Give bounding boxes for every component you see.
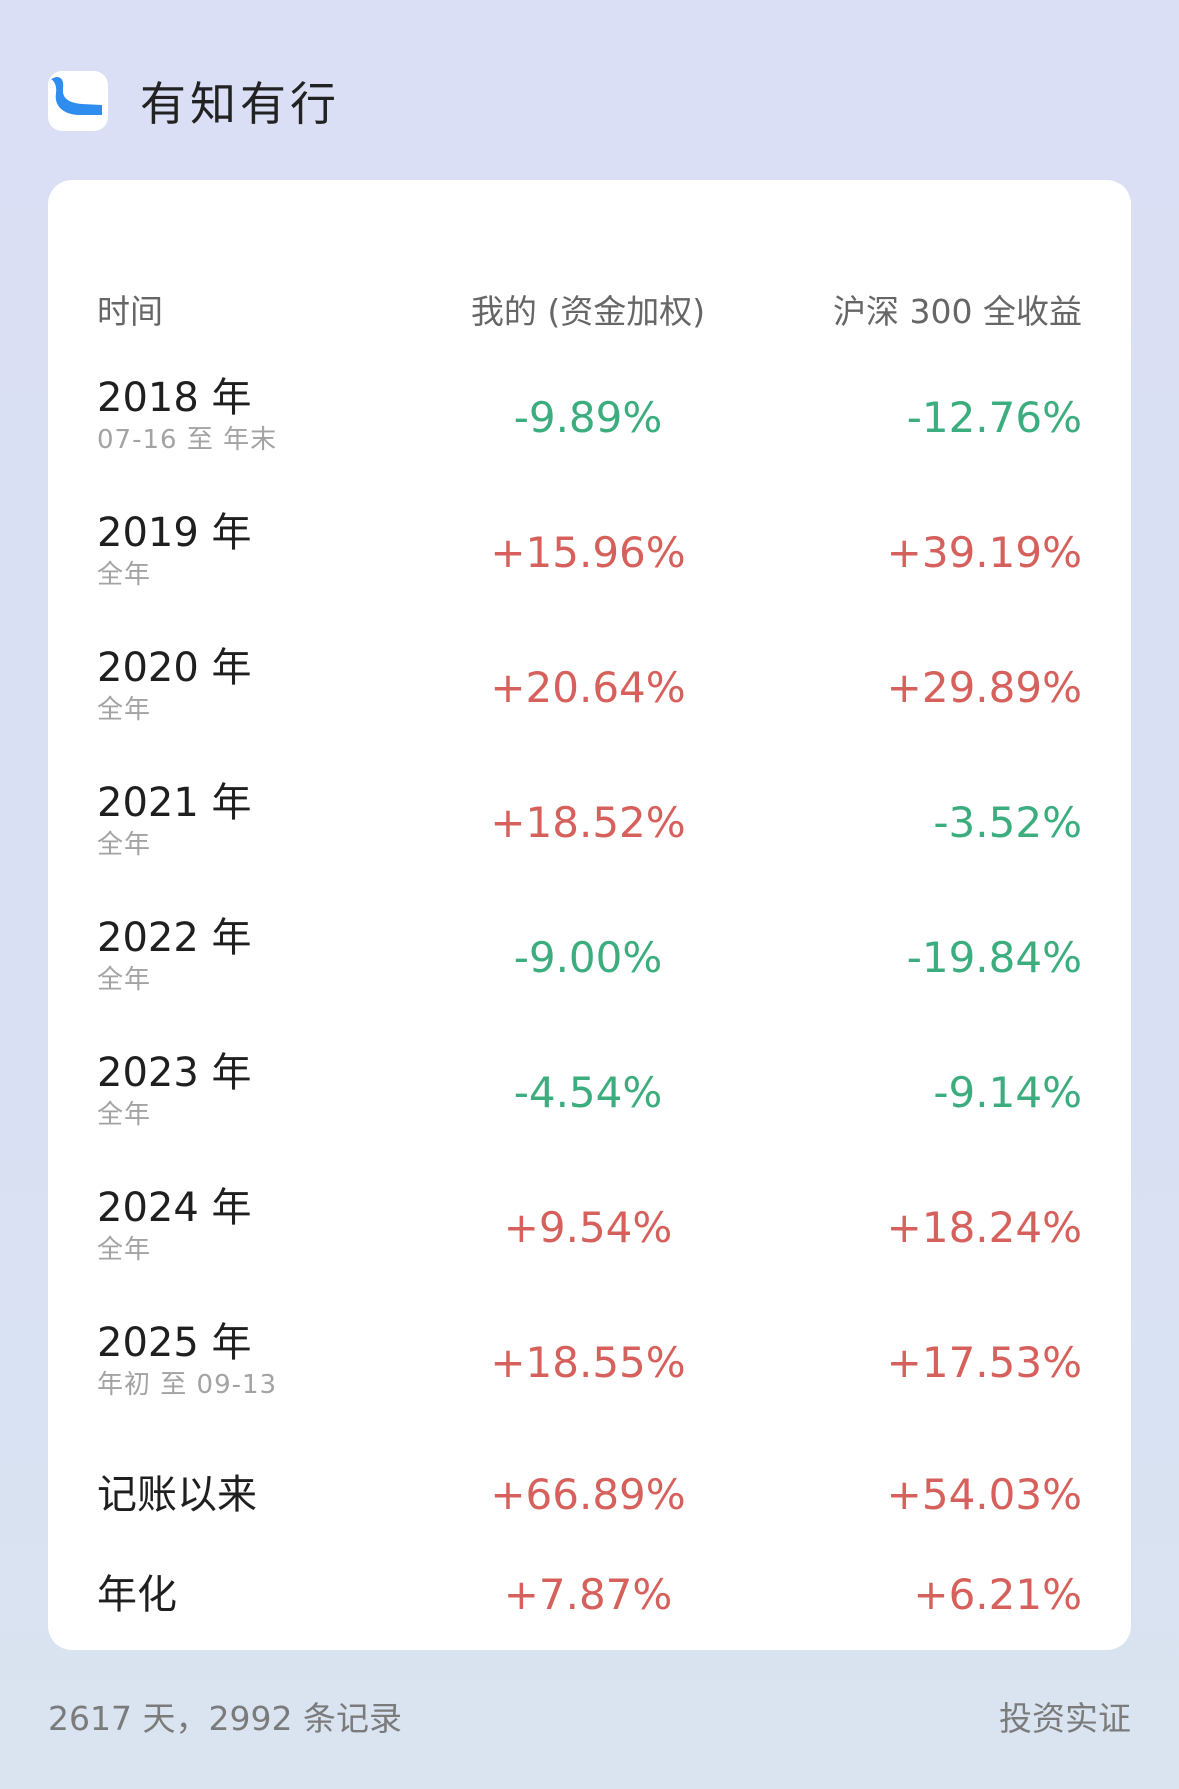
row-benchmark-return: +18.24% — [886, 1203, 1082, 1252]
returns-card: 时间 我的 (资金加权) 沪深 300 全收益 2018 年 07-16 至 年末… — [48, 180, 1131, 1650]
row-benchmark-return: +29.89% — [886, 663, 1082, 712]
row-benchmark-return: +39.19% — [886, 528, 1082, 577]
row-range: 全年 — [97, 965, 152, 995]
summary-benchmark-return: +54.03% — [886, 1470, 1082, 1519]
app-logo — [48, 71, 108, 131]
row-range: 全年 — [97, 695, 152, 725]
table-row: 2021 年全年 +18.52% -3.52% — [48, 780, 1131, 880]
header-period: 时间 — [97, 292, 163, 331]
row-year: 2025 年 — [97, 1320, 252, 1366]
app-title: 有知有行 — [140, 77, 340, 131]
table-row: 2025 年年初 至 09-13 +18.55% +17.53% — [48, 1320, 1131, 1420]
table-row: 2023 年全年 -4.54% -9.14% — [48, 1050, 1131, 1150]
row-year: 2018 年 — [97, 375, 252, 421]
row-mine-return: +18.52% — [490, 798, 686, 847]
row-benchmark-return: -9.14% — [933, 1068, 1082, 1117]
row-mine-return: -4.54% — [513, 1068, 663, 1117]
table-row: 2022 年全年 -9.00% -19.84% — [48, 915, 1131, 1015]
row-year: 2022 年 — [97, 915, 252, 961]
summary-label: 年化 — [97, 1572, 177, 1618]
row-mine-return: +15.96% — [490, 528, 686, 577]
row-range: 全年 — [97, 1235, 152, 1265]
river-logo-icon — [51, 77, 102, 115]
row-year: 2019 年 — [97, 510, 252, 556]
row-benchmark-return: +17.53% — [886, 1338, 1082, 1387]
row-range: 全年 — [97, 1100, 152, 1130]
summary-row: 记账以来 +66.89% +54.03% — [48, 1472, 1131, 1572]
record-stats: 2617 天，2992 条记录 — [48, 1699, 402, 1738]
row-benchmark-return: -19.84% — [906, 933, 1082, 982]
table-row: 2019 年全年 +15.96% +39.19% — [48, 510, 1131, 610]
summary-mine-return: +66.89% — [490, 1470, 686, 1519]
row-range: 07-16 至 年末 — [97, 425, 278, 455]
row-year: 2020 年 — [97, 645, 252, 691]
summary-label: 记账以来 — [97, 1472, 257, 1518]
table-row: 2020 年全年 +20.64% +29.89% — [48, 645, 1131, 745]
row-benchmark-return: -3.52% — [933, 798, 1082, 847]
row-year: 2023 年 — [97, 1050, 252, 1096]
header-benchmark: 沪深 300 全收益 — [833, 292, 1082, 331]
summary-benchmark-return: +6.21% — [913, 1570, 1082, 1619]
row-mine-return: -9.89% — [513, 393, 663, 442]
row-mine-return: +18.55% — [490, 1338, 686, 1387]
row-mine-return: +9.54% — [503, 1203, 673, 1252]
header-mine: 我的 (资金加权) — [470, 292, 706, 331]
table-row: 2024 年全年 +9.54% +18.24% — [48, 1185, 1131, 1285]
table-row: 2018 年 07-16 至 年末 -9.89% -12.76% — [48, 375, 1131, 475]
row-benchmark-return: -12.76% — [906, 393, 1082, 442]
row-year: 2021 年 — [97, 780, 252, 826]
row-year: 2024 年 — [97, 1185, 252, 1231]
brand-label: 投资实证 — [999, 1699, 1131, 1738]
row-range: 全年 — [97, 830, 152, 860]
summary-row: 年化 +7.87% +6.21% — [48, 1572, 1131, 1672]
row-range: 年初 至 09-13 — [97, 1370, 278, 1400]
row-mine-return: -9.00% — [513, 933, 663, 982]
app-header: 有知有行 — [48, 70, 340, 132]
summary-mine-return: +7.87% — [503, 1570, 673, 1619]
row-range: 全年 — [97, 560, 152, 590]
row-mine-return: +20.64% — [490, 663, 686, 712]
